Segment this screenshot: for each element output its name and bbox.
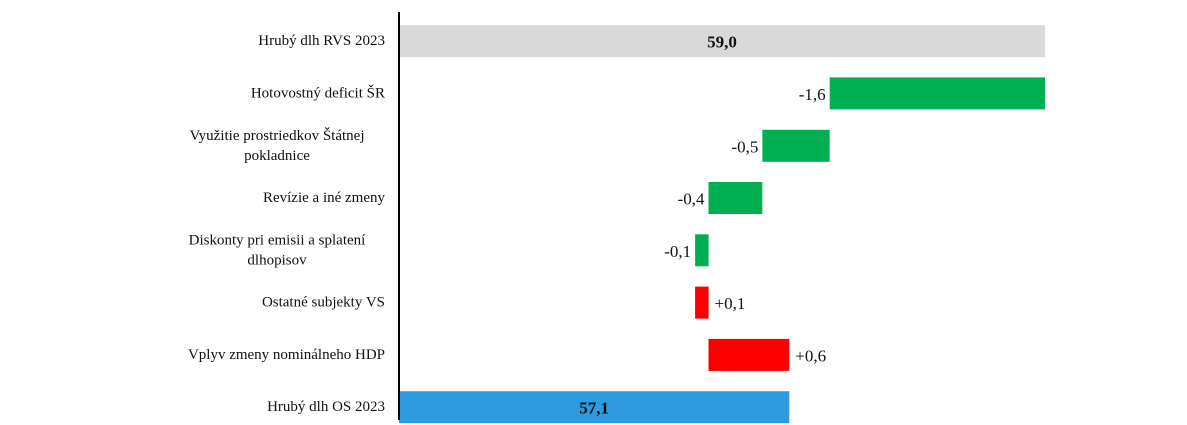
category-label-0: Hrubý dlh RVS 2023 <box>258 33 385 49</box>
bar-6 <box>708 338 790 371</box>
bar-5 <box>695 286 709 319</box>
category-label-5: Ostatné subjekty VS <box>262 295 385 311</box>
data-label-1: -1,6 <box>799 85 826 104</box>
bar-1 <box>829 77 1045 110</box>
data-label-4: -0,1 <box>664 242 691 261</box>
category-label-3: Revízie a iné zmeny <box>263 190 386 206</box>
category-label-2: Využitie prostriedkov Štátnej pokladnice <box>190 127 365 164</box>
data-label-0: 59,0 <box>707 33 737 52</box>
data-label-7: 57,1 <box>579 399 609 418</box>
category-label-1: Hotovostný deficit ŠR <box>251 84 385 101</box>
data-label-5: +0,1 <box>715 294 746 313</box>
data-label-3: -0,4 <box>678 190 705 209</box>
bar-2 <box>762 129 830 162</box>
category-label-7: Hrubý dlh OS 2023 <box>267 399 385 415</box>
category-label-6: Vplyv zmeny nominálneho HDP <box>188 347 385 363</box>
category-label-4: Diskonty pri emisii a splatení dlhopisov <box>189 232 366 268</box>
bar-7 <box>399 391 790 424</box>
bar-4 <box>695 234 709 267</box>
data-label-6: +0,6 <box>795 346 826 365</box>
data-label-2: -0,5 <box>731 137 758 156</box>
bar-3 <box>708 182 763 214</box>
bar-0 <box>399 25 1045 58</box>
